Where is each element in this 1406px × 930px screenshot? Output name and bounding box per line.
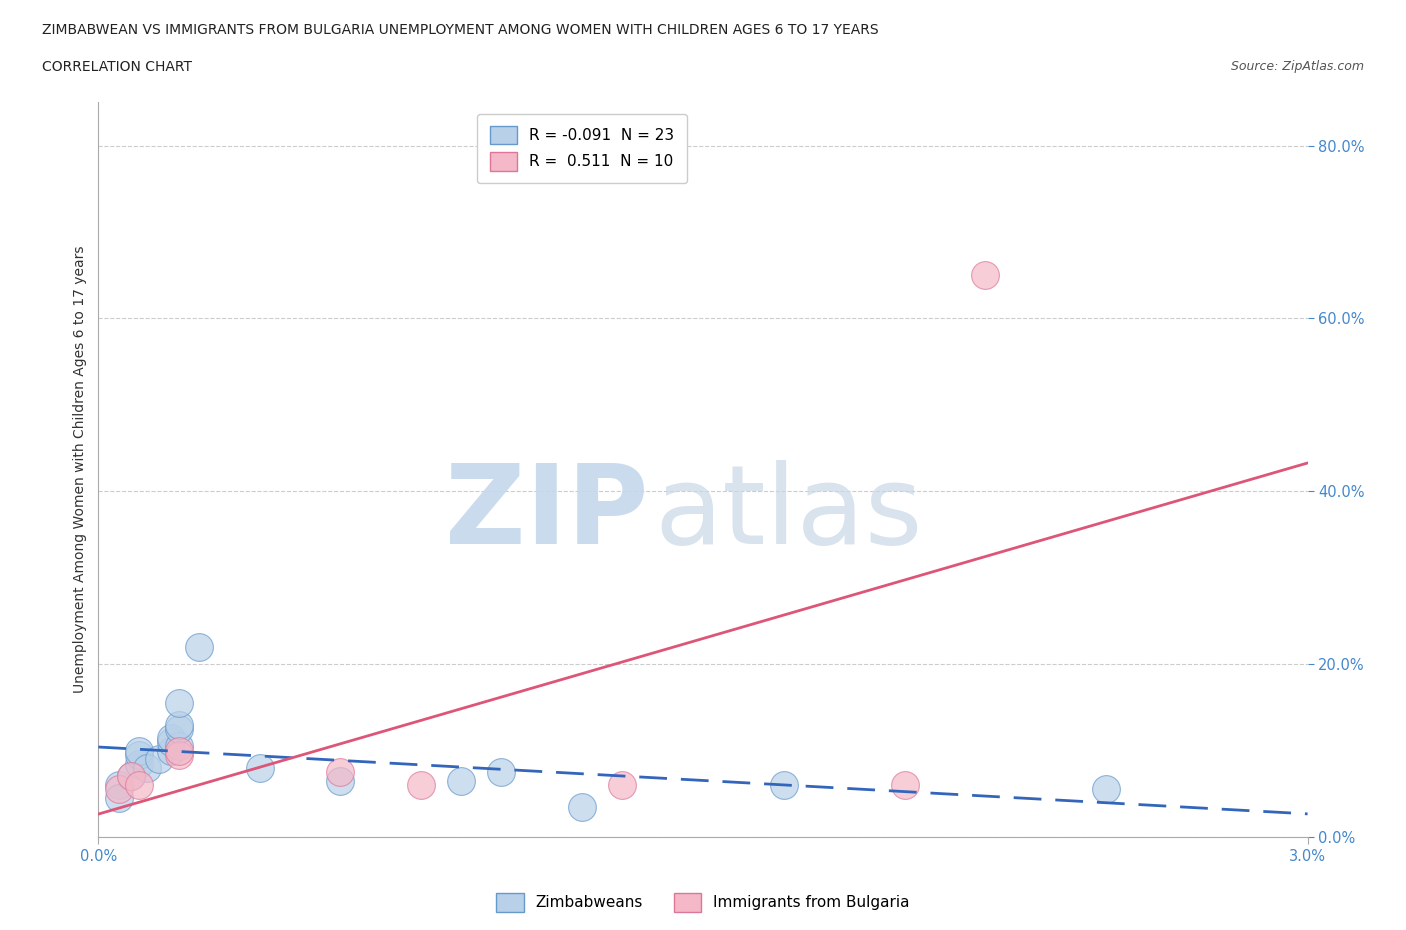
Point <box>128 777 150 792</box>
Point <box>167 717 190 732</box>
Point <box>120 769 142 784</box>
Point <box>128 743 150 758</box>
Point <box>329 774 352 789</box>
Point <box>329 764 352 779</box>
Point <box>120 769 142 784</box>
Point <box>974 268 997 283</box>
Text: ZIP: ZIP <box>446 460 648 567</box>
Text: CORRELATION CHART: CORRELATION CHART <box>42 60 193 74</box>
Point <box>107 790 129 805</box>
Point <box>167 748 190 763</box>
Point <box>167 722 190 737</box>
Point <box>160 735 183 750</box>
Point <box>249 761 271 776</box>
Point <box>167 743 190 758</box>
Point <box>107 782 129 797</box>
Point <box>160 730 183 745</box>
Point <box>135 761 157 776</box>
Legend: R = -0.091  N = 23, R =  0.511  N = 10: R = -0.091 N = 23, R = 0.511 N = 10 <box>478 113 686 183</box>
Point <box>450 774 472 789</box>
Point <box>893 777 915 792</box>
Point <box>1095 782 1118 797</box>
Point <box>128 756 150 771</box>
Y-axis label: Unemployment Among Women with Children Ages 6 to 17 years: Unemployment Among Women with Children A… <box>73 246 87 694</box>
Point <box>772 777 794 792</box>
Point <box>571 799 593 814</box>
Point <box>167 738 190 753</box>
Text: atlas: atlas <box>655 460 924 567</box>
Point <box>612 777 634 792</box>
Legend: Zimbabweans, Immigrants from Bulgaria: Zimbabweans, Immigrants from Bulgaria <box>489 887 917 918</box>
Text: Source: ZipAtlas.com: Source: ZipAtlas.com <box>1230 60 1364 73</box>
Point <box>107 777 129 792</box>
Point <box>409 777 432 792</box>
Point <box>160 743 183 758</box>
Point <box>128 748 150 763</box>
Point <box>188 640 211 655</box>
Text: ZIMBABWEAN VS IMMIGRANTS FROM BULGARIA UNEMPLOYMENT AMONG WOMEN WITH CHILDREN AG: ZIMBABWEAN VS IMMIGRANTS FROM BULGARIA U… <box>42 23 879 37</box>
Point <box>491 764 513 779</box>
Point <box>148 751 170 766</box>
Point <box>167 696 190 711</box>
